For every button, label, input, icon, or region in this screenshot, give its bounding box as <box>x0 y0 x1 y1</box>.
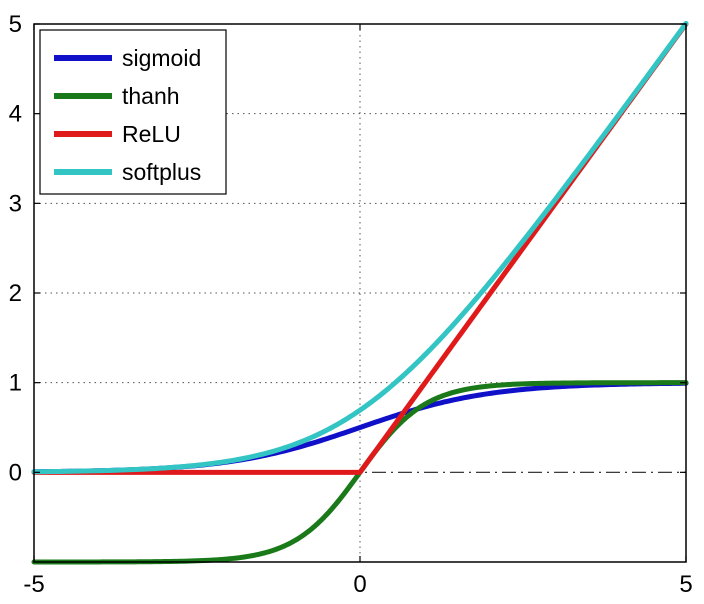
legend-label-sigmoid: sigmoid <box>122 45 201 71</box>
y-tick-label: 4 <box>9 101 22 128</box>
y-tick-label: 5 <box>9 11 22 38</box>
legend-label-thanh: thanh <box>122 83 180 109</box>
legend: sigmoid thanh ReLU softplus <box>39 29 227 195</box>
x-tick-label: -5 <box>23 571 44 598</box>
y-tick-label: 2 <box>9 280 22 307</box>
series-line-softplus <box>31 20 689 475</box>
y-tick-label: 3 <box>9 190 22 217</box>
axis-ticks: 0 1 2 3 4 5 -5 0 5 <box>9 11 693 598</box>
x-tick-label: 5 <box>679 571 692 598</box>
legend-label-relu: ReLU <box>122 121 181 147</box>
legend-label-softplus: softplus <box>122 159 201 185</box>
y-tick-label: 0 <box>9 459 22 486</box>
y-tick-label: 1 <box>9 370 22 397</box>
x-tick-label: 0 <box>353 571 366 598</box>
